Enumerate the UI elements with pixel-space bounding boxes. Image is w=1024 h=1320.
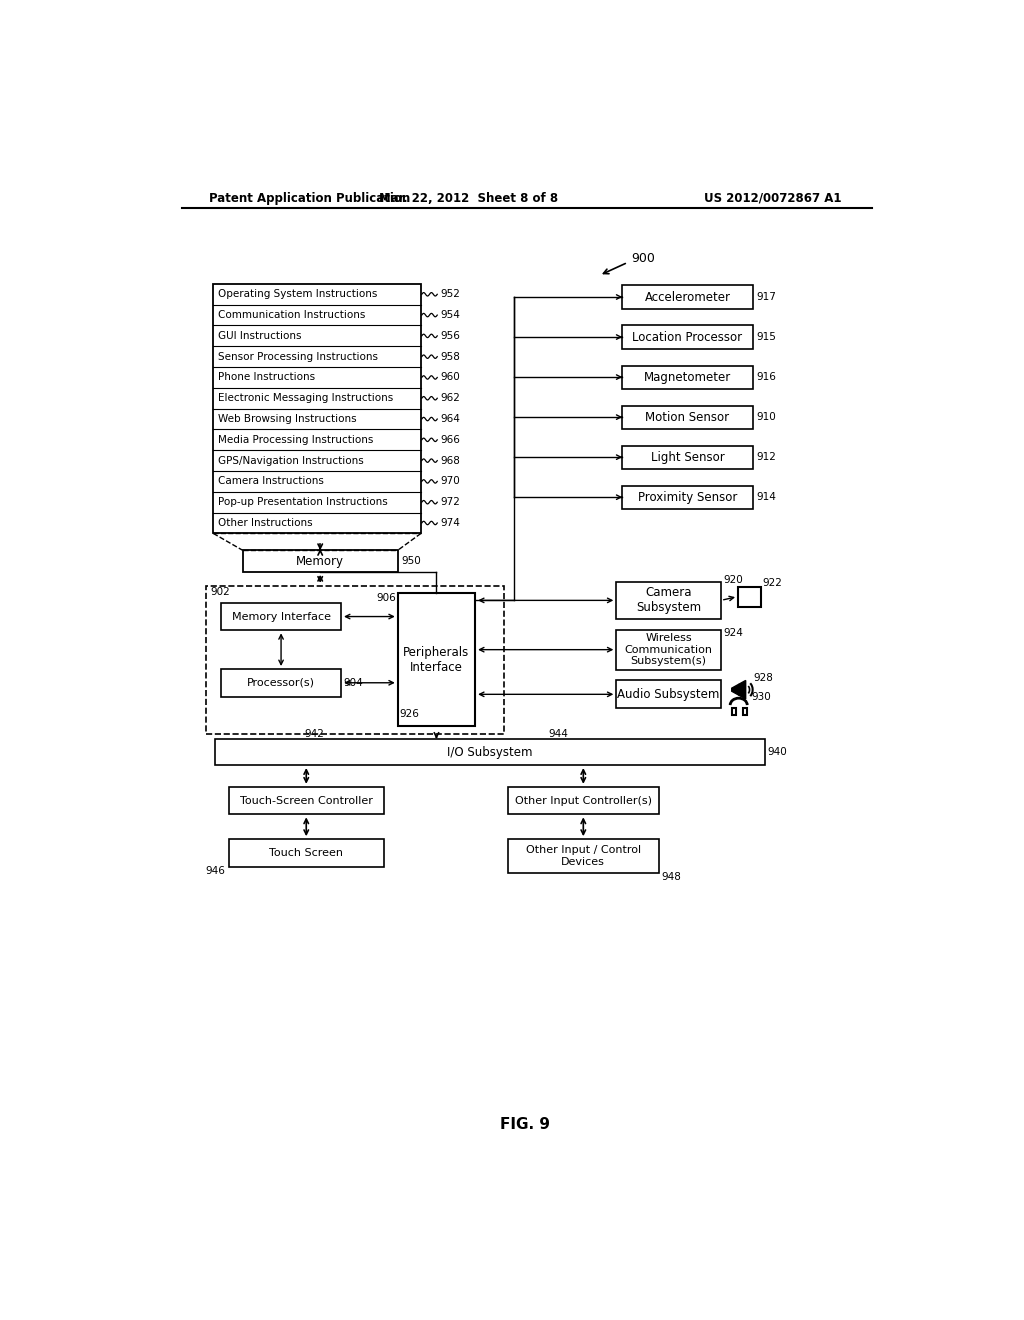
Text: 917: 917 — [757, 292, 776, 302]
Bar — [397, 594, 475, 726]
Text: 940: 940 — [767, 747, 787, 758]
Bar — [616, 681, 721, 708]
Text: Accelerometer: Accelerometer — [644, 290, 730, 304]
Text: Wireless
Communication
Subsystem(s): Wireless Communication Subsystem(s) — [625, 634, 713, 667]
Bar — [623, 285, 753, 309]
Text: 910: 910 — [757, 412, 776, 422]
Bar — [221, 603, 341, 631]
Text: 906: 906 — [377, 593, 396, 603]
Text: 968: 968 — [440, 455, 460, 466]
Text: 914: 914 — [757, 492, 776, 502]
Text: Sensor Processing Instructions: Sensor Processing Instructions — [218, 351, 378, 362]
Text: 972: 972 — [440, 498, 460, 507]
Text: 912: 912 — [757, 453, 776, 462]
Polygon shape — [738, 681, 745, 700]
Text: 930: 930 — [752, 692, 772, 702]
Text: Pop-up Presentation Instructions: Pop-up Presentation Instructions — [218, 498, 388, 507]
Text: Proximity Sensor: Proximity Sensor — [638, 491, 737, 504]
Text: Memory Interface: Memory Interface — [231, 611, 331, 622]
Text: Mar. 22, 2012  Sheet 8 of 8: Mar. 22, 2012 Sheet 8 of 8 — [380, 191, 558, 205]
Text: Phone Instructions: Phone Instructions — [218, 372, 315, 383]
Text: Light Sensor: Light Sensor — [650, 450, 724, 463]
Text: Other Input / Control
Devices: Other Input / Control Devices — [525, 845, 641, 867]
Text: Touch Screen: Touch Screen — [269, 847, 343, 858]
Text: 974: 974 — [440, 517, 460, 528]
Text: Location Processor: Location Processor — [633, 330, 742, 343]
Bar — [228, 840, 384, 867]
Bar — [616, 582, 721, 619]
Text: 942: 942 — [304, 730, 324, 739]
Text: Camera
Subsystem: Camera Subsystem — [636, 586, 701, 614]
Text: 960: 960 — [440, 372, 460, 383]
Text: 902: 902 — [210, 587, 230, 597]
Text: 970: 970 — [440, 477, 460, 486]
Text: Patent Application Publication: Patent Application Publication — [209, 191, 411, 205]
Text: 915: 915 — [757, 333, 776, 342]
Text: 922: 922 — [763, 578, 782, 589]
Text: 956: 956 — [440, 331, 460, 341]
Text: 962: 962 — [440, 393, 460, 403]
Bar — [508, 840, 658, 873]
Text: Other Instructions: Other Instructions — [218, 517, 312, 528]
Text: 948: 948 — [662, 871, 681, 882]
Bar — [623, 405, 753, 429]
Text: 964: 964 — [440, 414, 460, 424]
Text: Operating System Instructions: Operating System Instructions — [218, 289, 377, 300]
Text: Peripherals
Interface: Peripherals Interface — [403, 645, 470, 673]
Text: Magnetometer: Magnetometer — [644, 371, 731, 384]
Bar — [738, 586, 761, 607]
Text: 924: 924 — [723, 628, 743, 638]
Bar — [616, 630, 721, 669]
Text: Audio Subsystem: Audio Subsystem — [617, 688, 720, 701]
Bar — [228, 787, 384, 814]
Text: Camera Instructions: Camera Instructions — [218, 477, 324, 486]
Bar — [732, 709, 736, 715]
Text: FIG. 9: FIG. 9 — [500, 1117, 550, 1133]
Text: Motion Sensor: Motion Sensor — [645, 411, 730, 424]
Text: Communication Instructions: Communication Instructions — [218, 310, 366, 319]
Bar — [623, 446, 753, 469]
Text: 950: 950 — [401, 556, 421, 566]
Text: 958: 958 — [440, 351, 460, 362]
Text: 952: 952 — [440, 289, 460, 300]
Text: I/O Subsystem: I/O Subsystem — [447, 746, 532, 759]
Text: US 2012/0072867 A1: US 2012/0072867 A1 — [703, 191, 841, 205]
Text: 966: 966 — [440, 434, 460, 445]
Text: Electronic Messaging Instructions: Electronic Messaging Instructions — [218, 393, 393, 403]
Text: Other Input Controller(s): Other Input Controller(s) — [515, 796, 652, 805]
Bar — [742, 709, 748, 715]
Text: 954: 954 — [440, 310, 460, 319]
Bar — [623, 326, 753, 348]
Text: Web Browsing Instructions: Web Browsing Instructions — [218, 414, 356, 424]
Bar — [508, 787, 658, 814]
Text: 904: 904 — [343, 677, 364, 688]
Text: 916: 916 — [757, 372, 776, 381]
Bar — [206, 586, 504, 734]
Bar — [623, 486, 753, 508]
Text: 900: 900 — [632, 252, 655, 265]
Bar — [623, 366, 753, 388]
Text: GPS/Navigation Instructions: GPS/Navigation Instructions — [218, 455, 364, 466]
Text: Memory: Memory — [296, 554, 344, 568]
Bar — [221, 669, 341, 697]
Text: GUI Instructions: GUI Instructions — [218, 331, 301, 341]
Text: 946: 946 — [205, 866, 225, 875]
Text: 944: 944 — [548, 730, 568, 739]
Text: 926: 926 — [399, 709, 419, 719]
Text: Processor(s): Processor(s) — [247, 677, 315, 688]
Bar — [213, 284, 421, 533]
Text: 928: 928 — [754, 673, 773, 684]
Bar — [243, 550, 397, 572]
Text: Media Processing Instructions: Media Processing Instructions — [218, 434, 374, 445]
Text: Touch-Screen Controller: Touch-Screen Controller — [240, 796, 373, 805]
Text: 920: 920 — [723, 574, 743, 585]
Polygon shape — [732, 684, 738, 696]
Bar — [215, 739, 765, 766]
